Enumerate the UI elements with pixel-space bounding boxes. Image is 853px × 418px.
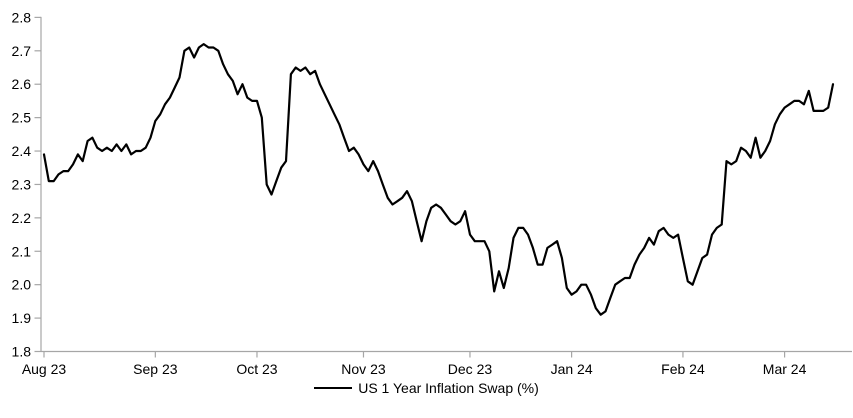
x-tick-label: Feb 24 bbox=[661, 361, 705, 377]
y-tick-label: 2.4 bbox=[12, 143, 32, 159]
y-tick-label: 2.6 bbox=[12, 76, 32, 92]
x-tick-label: Oct 23 bbox=[236, 361, 277, 377]
x-tick-label: Jan 24 bbox=[551, 361, 593, 377]
y-tick-label: 2.2 bbox=[12, 210, 32, 226]
x-tick-label: Nov 23 bbox=[341, 361, 386, 377]
x-tick-label: Sep 23 bbox=[133, 361, 178, 377]
y-tick-label: 2.8 bbox=[12, 9, 32, 25]
series-line bbox=[42, 42, 835, 316]
x-tick-label: Mar 24 bbox=[763, 361, 807, 377]
y-tick-label: 2.1 bbox=[12, 243, 32, 259]
y-tick-label: 2.3 bbox=[12, 176, 32, 192]
y-tick-label: 1.8 bbox=[12, 344, 32, 360]
y-tick-label: 2.5 bbox=[12, 110, 32, 126]
x-tick-label: Aug 23 bbox=[22, 361, 67, 377]
y-tick-label: 2.0 bbox=[12, 277, 32, 293]
y-tick-label: 2.7 bbox=[12, 43, 32, 59]
y-tick-label: 1.9 bbox=[12, 310, 32, 326]
x-tick-label: Dec 23 bbox=[448, 361, 493, 377]
